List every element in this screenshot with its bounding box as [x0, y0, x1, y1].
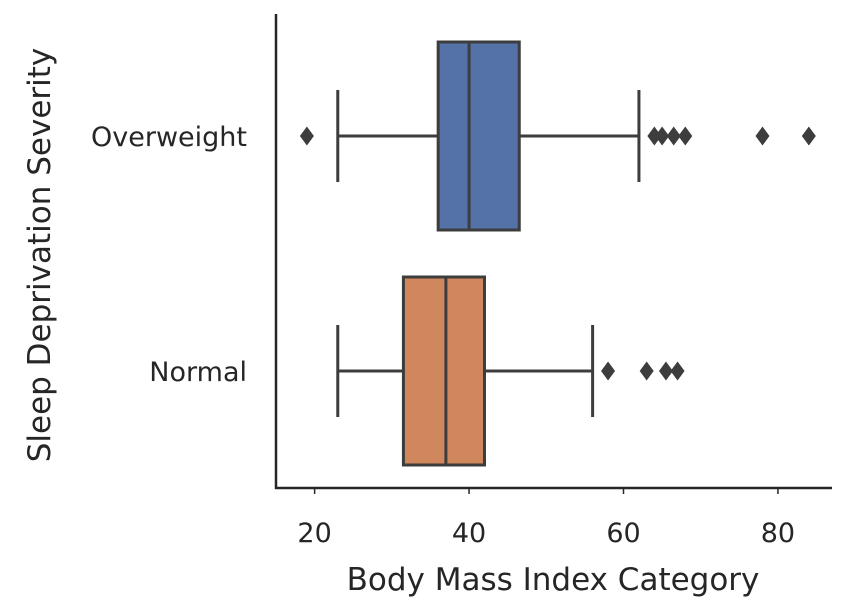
normal-outlier-point [670, 361, 685, 381]
box-group-overweight [299, 40, 816, 232]
y-category-label-normal: Normal [149, 357, 247, 388]
normal-outlier-point [658, 361, 673, 381]
y-axis-title: Sleep Deprivation Severity [22, 48, 58, 463]
box-group-normal [336, 275, 685, 467]
y-category-label-overweight: Overweight [91, 122, 247, 153]
normal-box [401, 275, 486, 467]
overweight-outlier-point [655, 126, 670, 146]
overweight-outlier-point [801, 126, 816, 146]
plot-area [299, 40, 816, 467]
normal-outlier-point [639, 361, 654, 381]
x-tick-label: 20 [297, 518, 331, 549]
overweight-outlier-point [678, 126, 693, 146]
overweight-outlier-point [299, 126, 314, 146]
normal-outlier-point [601, 361, 616, 381]
x-tick-label: 40 [452, 518, 486, 549]
overweight-outlier-point [647, 126, 662, 146]
overweight-outlier-point [666, 126, 681, 146]
x-axis-ticks: 20 40 60 80 [297, 488, 795, 549]
x-axis-title: Body Mass Index Category [347, 562, 760, 598]
y-axis-category-labels: Overweight Normal [91, 122, 247, 388]
x-tick-label: 80 [761, 518, 795, 549]
overweight-outlier-point [755, 126, 770, 146]
overweight-box [436, 40, 521, 232]
x-tick-label: 60 [606, 518, 640, 549]
